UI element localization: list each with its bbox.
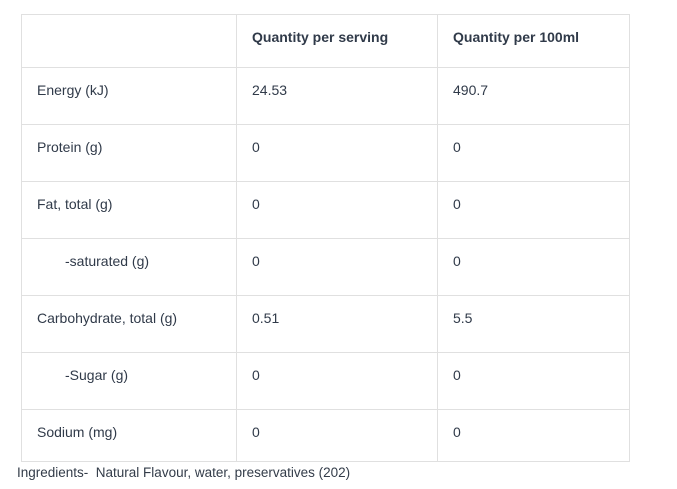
row-label-carbohydrate: Carbohydrate, total (g) — [21, 295, 237, 353]
table-row-sodium: Sodium (mg) 0 0 — [21, 409, 630, 462]
table-row-fat-total: Fat, total (g) 0 0 — [21, 181, 630, 239]
carbohydrate-per-100ml-value: 5.5 — [437, 295, 630, 353]
ingredients-line: Ingredients- Natural Flavour, water, pre… — [17, 465, 351, 480]
sugar-per-serving-value: 0 — [236, 352, 438, 410]
row-label-energy: Energy (kJ) — [21, 67, 237, 125]
fat-per-100ml-value: 0 — [437, 181, 630, 239]
table-row-saturated: -saturated (g) 0 0 — [21, 238, 630, 296]
protein-per-100ml-value: 0 — [437, 124, 630, 182]
sugar-per-100ml-value: 0 — [437, 352, 630, 410]
row-label-sodium: Sodium (mg) — [21, 409, 237, 462]
header-row: Quantity per serving Quantity per 100ml — [21, 14, 630, 68]
table-row-energy: Energy (kJ) 24.53 490.7 — [21, 67, 630, 125]
table-row-carbohydrate: Carbohydrate, total (g) 0.51 5.5 — [21, 295, 630, 353]
header-cell-empty — [21, 14, 237, 68]
header-quantity-per-100ml: Quantity per 100ml — [437, 14, 630, 68]
sodium-per-serving-value: 0 — [236, 409, 438, 462]
table-row-sugar: -Sugar (g) 0 0 — [21, 352, 630, 410]
saturated-per-100ml-value: 0 — [437, 238, 630, 296]
energy-per-serving-value: 24.53 — [236, 67, 438, 125]
table-row-protein: Protein (g) 0 0 — [21, 124, 630, 182]
row-label-fat-total: Fat, total (g) — [21, 181, 237, 239]
protein-per-serving-value: 0 — [236, 124, 438, 182]
header-quantity-per-serving: Quantity per serving — [236, 14, 438, 68]
sodium-per-100ml-value: 0 — [437, 409, 630, 462]
row-label-protein: Protein (g) — [21, 124, 237, 182]
fat-per-serving-value: 0 — [236, 181, 438, 239]
row-label-sugar: -Sugar (g) — [21, 352, 237, 410]
energy-per-100ml-value: 490.7 — [437, 67, 630, 125]
row-label-saturated: -saturated (g) — [21, 238, 237, 296]
nutrition-table: Quantity per serving Quantity per 100ml … — [21, 14, 630, 462]
carbohydrate-per-serving-value: 0.51 — [236, 295, 438, 353]
saturated-per-serving-value: 0 — [236, 238, 438, 296]
